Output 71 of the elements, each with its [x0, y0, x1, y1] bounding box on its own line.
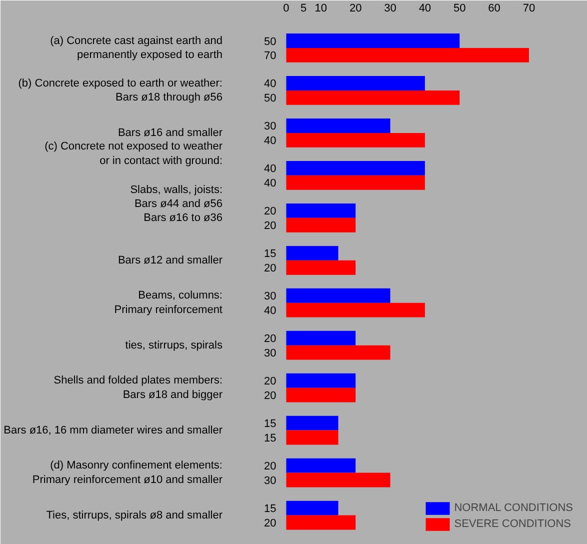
x-tick-label: 60 — [488, 2, 500, 14]
data-label: 20 — [264, 206, 276, 218]
bar — [286, 500, 338, 516]
y-tick-label: Ties, stirrups, spirals ø8 and smaller — [46, 509, 223, 522]
x-tick-label: 40 — [418, 2, 432, 14]
y-tick-label: (d) Masonry confinement elements: Primary reinforcement ø10 and smaller — [32, 460, 223, 486]
bar — [286, 76, 425, 90]
category-label: (c) Concrete not exposed to weather or in contact with ground: Slabs, walls, joists: Bars ø44 and ø56 — [44, 140, 223, 210]
data-label: 20 — [264, 220, 276, 232]
bar — [286, 246, 338, 260]
bar — [286, 416, 338, 430]
bar — [286, 118, 390, 133]
bar — [286, 373, 356, 388]
data-label: 20 — [264, 517, 276, 530]
data-label: 15 — [264, 418, 276, 430]
y-tick-label: (b) Concrete exposed to earth or weather: Bars ø18 through ø56 — [18, 77, 223, 104]
y-tick-label: Beams, columns: Primary reinforcement — [114, 290, 223, 316]
data-label: 15 — [264, 432, 276, 445]
data-label: 20 — [264, 376, 276, 388]
data-label: 40 — [264, 178, 276, 190]
bar — [286, 430, 338, 445]
bar — [286, 48, 529, 62]
data-label: 40 — [264, 135, 276, 148]
y-tick-label: Bars ø12 and smaller — [118, 254, 223, 266]
data-label: 40 — [264, 78, 276, 90]
x-tick-label: 50 — [453, 2, 466, 14]
data-label: 30 — [264, 475, 276, 487]
data-label: 30 — [264, 290, 276, 303]
data-label: 15 — [264, 503, 276, 516]
data-label: 50 — [264, 92, 276, 105]
y-tick-label: Bars ø16 to ø36 — [144, 212, 223, 224]
bar — [286, 345, 390, 360]
data-label: 15 — [264, 248, 276, 260]
bar — [286, 330, 356, 346]
y-tick-label: Shells and folded plates members: Bars ø18 and bigger — [54, 374, 223, 402]
y-tick-label: Bars ø16, 16 mm diameter wires and smaller — [4, 424, 223, 436]
data-label: 20 — [264, 333, 276, 346]
bar — [286, 458, 356, 473]
bar — [286, 203, 356, 218]
data-label: 20 — [264, 460, 276, 473]
bar — [286, 132, 425, 148]
bar — [286, 218, 356, 232]
bar — [286, 515, 356, 530]
legend-label: NORMAL CONDITIONS — [454, 501, 573, 515]
bar — [286, 90, 460, 105]
bar — [286, 260, 356, 275]
x-tick-label: 70 — [522, 2, 536, 14]
x-tick-label: 5 — [300, 2, 307, 14]
bar — [286, 288, 390, 303]
data-label: 20 — [264, 262, 276, 275]
data-label: 30 — [264, 348, 276, 360]
data-label: 40 — [264, 305, 276, 318]
bar — [286, 160, 425, 176]
bar — [286, 302, 425, 318]
y-tick-label: ties, stirrups, spirals — [125, 339, 223, 352]
x-tick-label: 20 — [349, 2, 362, 14]
y-tick-label: (a) Concrete cast against earth and permanently exposed to earth — [50, 34, 223, 62]
data-label: 50 — [264, 36, 276, 48]
bar — [286, 472, 390, 488]
y-tick-label: Bars ø16 and smaller — [118, 126, 223, 139]
legend-label: SEVERE CONDITIONS — [454, 517, 571, 531]
x-tick-label: 30 — [384, 2, 396, 14]
data-label: 40 — [264, 163, 276, 176]
bar — [286, 388, 356, 402]
data-label: 70 — [264, 50, 276, 62]
bar — [286, 175, 425, 190]
data-label: 30 — [264, 120, 276, 133]
bar — [286, 34, 460, 48]
x-tick-label: 10 — [314, 2, 328, 14]
x-tick-label: 0 — [283, 2, 290, 14]
data-label: 20 — [264, 390, 276, 402]
